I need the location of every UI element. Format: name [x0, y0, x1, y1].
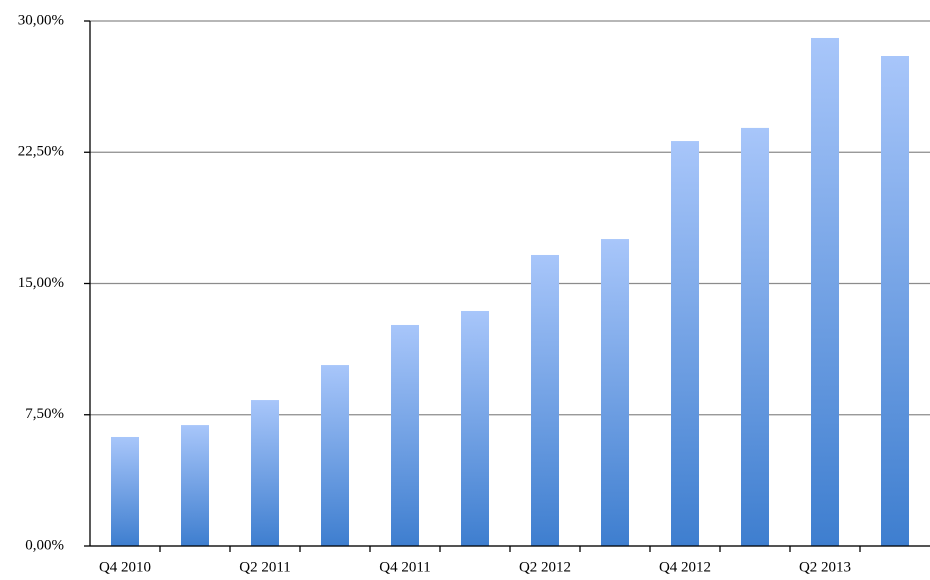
bar — [601, 239, 629, 547]
y-tick-label: 30,00% — [18, 12, 64, 28]
bar — [671, 141, 699, 547]
x-tick-label: Q4 2010 — [99, 559, 151, 575]
y-tick-label: 0,00% — [25, 537, 64, 553]
bar — [181, 425, 209, 546]
bar — [741, 127, 769, 547]
y-tick-label: 22,50% — [18, 144, 64, 160]
bar — [111, 436, 139, 546]
x-tick-label: Q4 2011 — [379, 559, 431, 575]
bar — [251, 400, 279, 546]
bar — [531, 254, 559, 546]
bar — [811, 37, 839, 546]
x-tick-label: Q2 2011 — [239, 559, 291, 575]
x-tick-label: Q2 2012 — [519, 559, 571, 575]
bar — [321, 365, 349, 546]
bar — [461, 310, 489, 546]
x-tick-label: Q4 2012 — [659, 559, 711, 575]
y-tick-label: 15,00% — [18, 275, 64, 291]
x-tick-label: Q2 2013 — [799, 559, 851, 575]
bar — [881, 56, 909, 546]
y-tick-label: 7,50% — [25, 406, 64, 422]
bar — [391, 324, 419, 546]
